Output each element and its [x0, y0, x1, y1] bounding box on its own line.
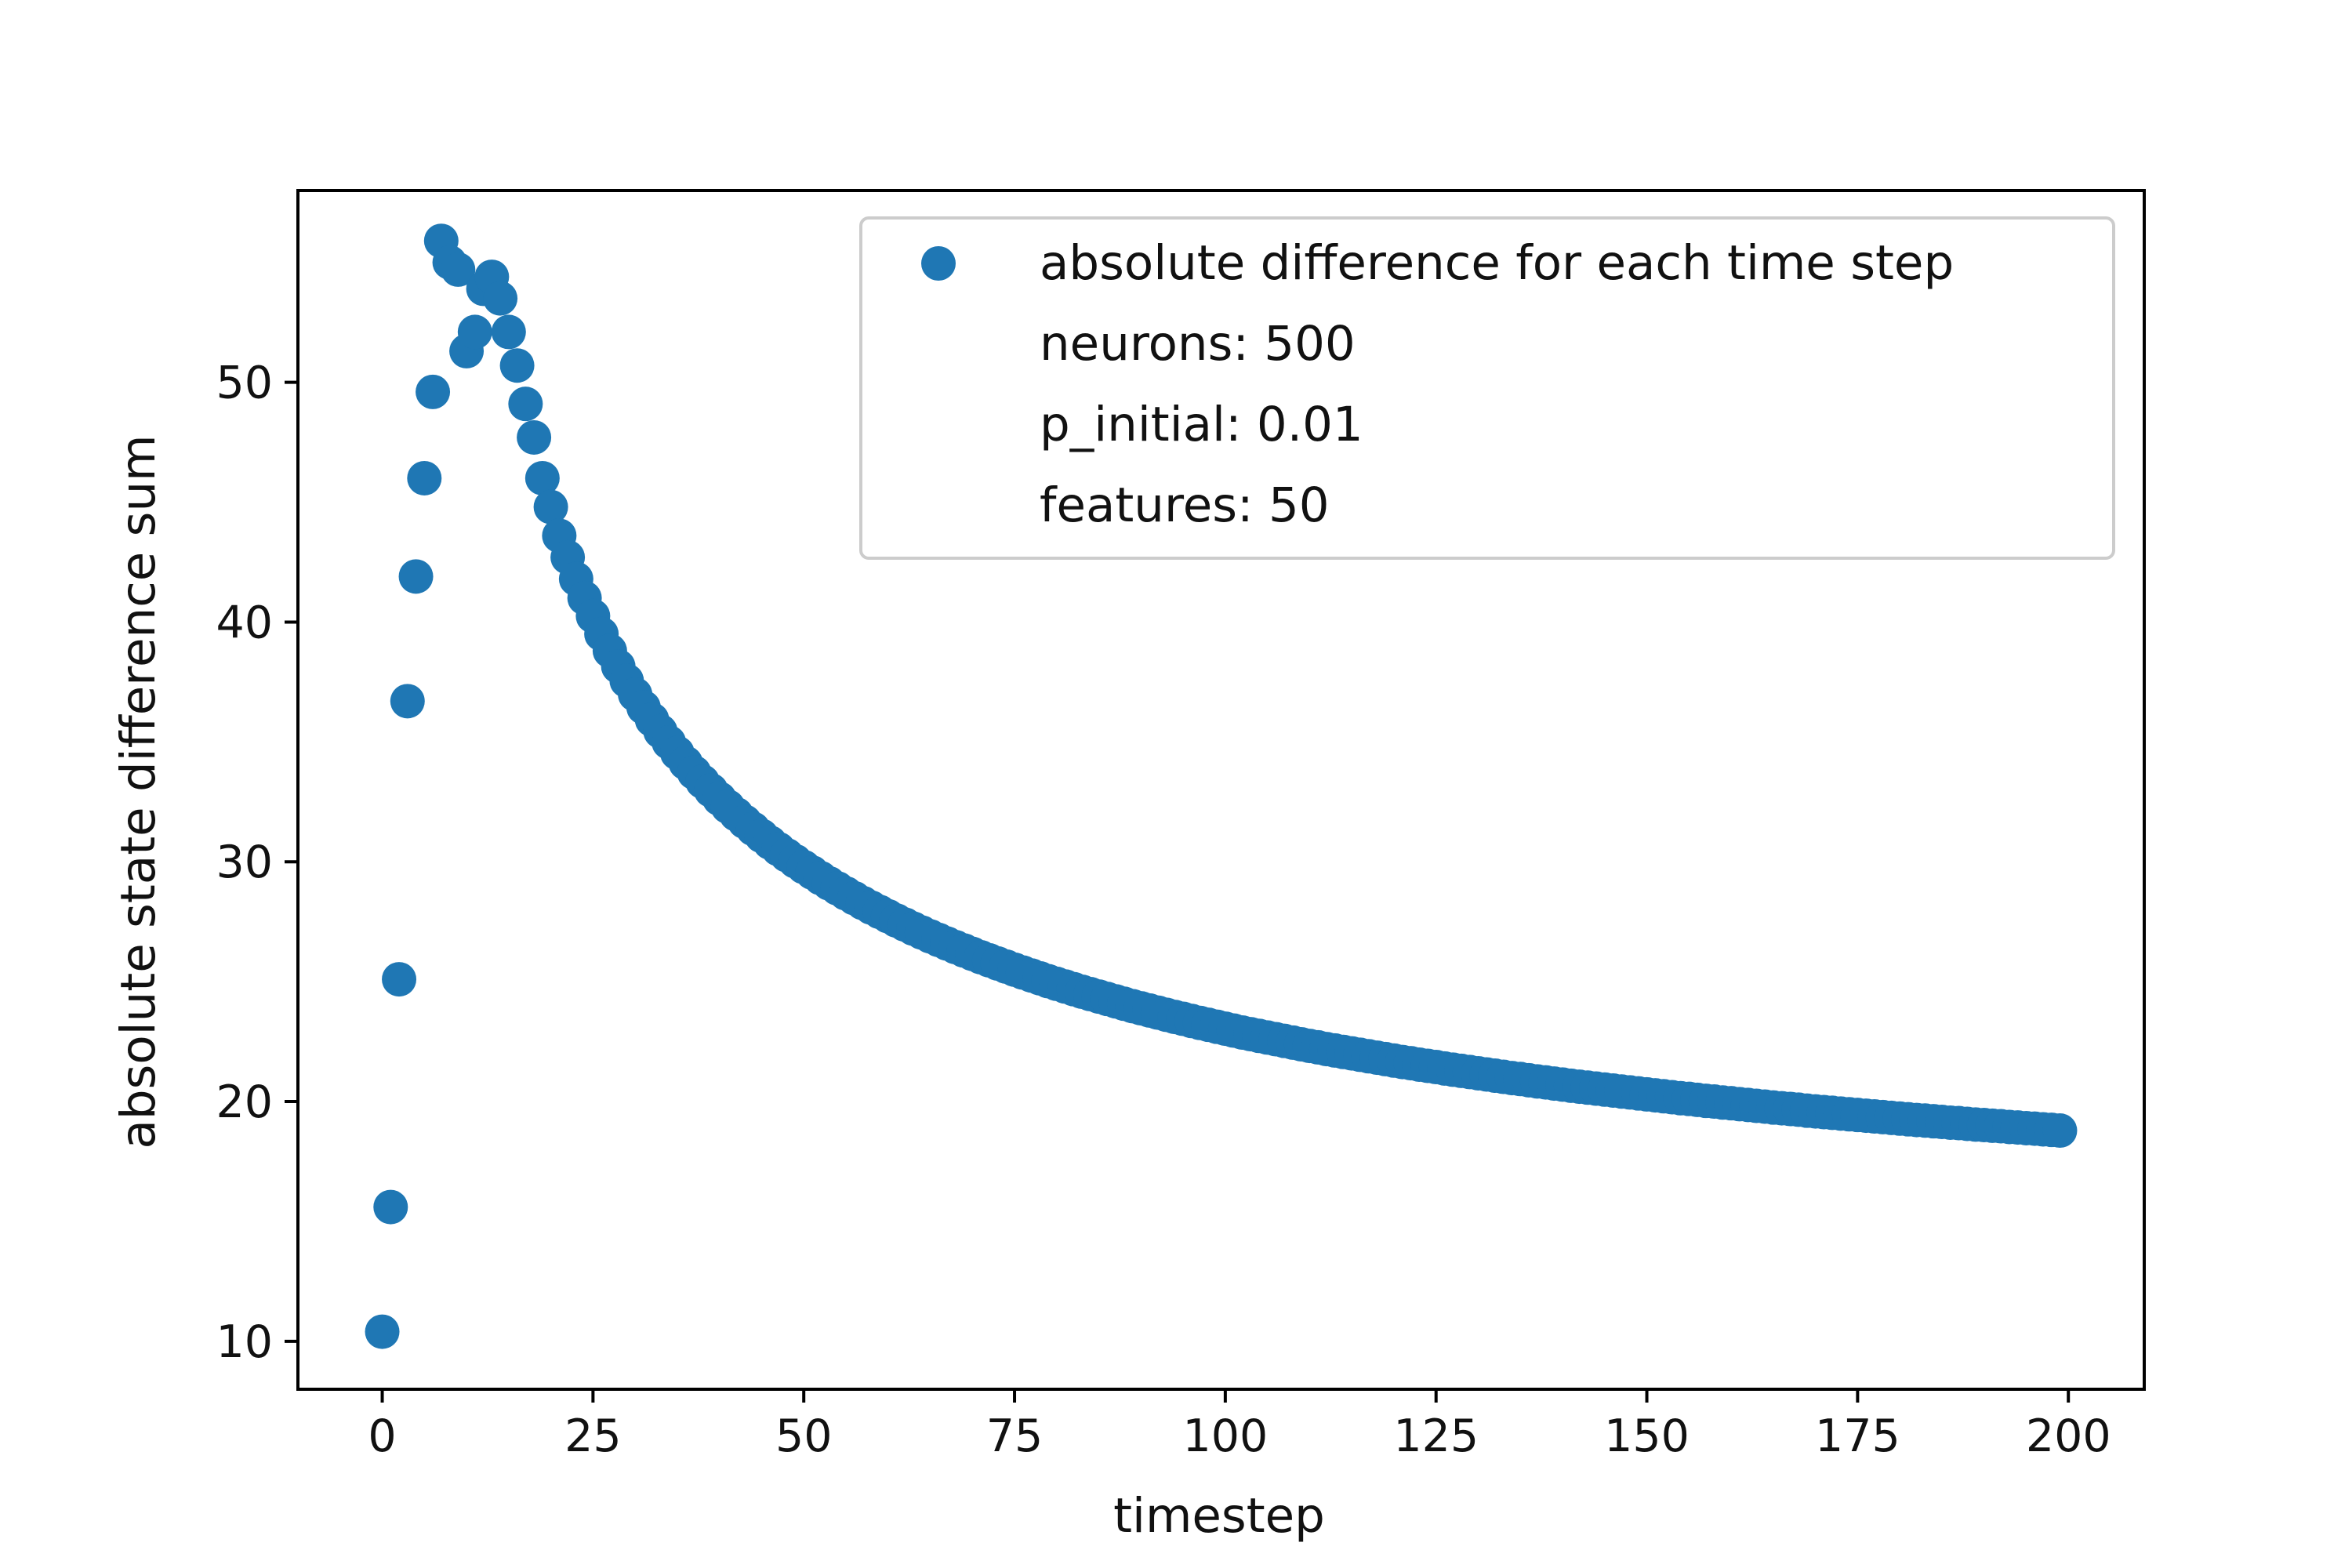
legend-entry-features: features: 50 [1040, 477, 1330, 533]
data-point [483, 281, 518, 316]
data-point [499, 348, 535, 383]
x-axis-label: timestep [1113, 1488, 1325, 1544]
data-point [398, 559, 434, 594]
data-point [524, 460, 560, 495]
data-point [2042, 1113, 2078, 1149]
data-point [382, 962, 417, 997]
y-tick-label: 50 [216, 358, 273, 409]
data-point [390, 684, 425, 719]
scatter-series [365, 223, 2078, 1349]
data-point [373, 1189, 408, 1225]
data-point [533, 489, 568, 524]
legend-box [859, 216, 2115, 560]
x-tick-label: 150 [1604, 1410, 1690, 1462]
legend-marker [921, 246, 956, 281]
x-tick-label: 100 [1182, 1410, 1268, 1462]
y-tick-label: 10 [216, 1316, 273, 1368]
legend-entry-neurons: neurons: 500 [1040, 316, 1356, 372]
y-tick-label: 30 [216, 837, 273, 888]
y-tick-label: 40 [216, 597, 273, 648]
x-axis-ticks: 0 25 50 75 100 125 150 175 200 [368, 1389, 2111, 1462]
legend: absolute difference for each time step n… [859, 216, 2115, 560]
y-axis-label: absolute state difference sum [111, 434, 166, 1149]
y-tick-label: 20 [216, 1076, 273, 1128]
plot-area-frame [296, 189, 2146, 1391]
data-point [517, 419, 552, 455]
data-point [457, 314, 492, 350]
x-tick-label: 175 [1815, 1410, 1900, 1462]
x-tick-label: 125 [1393, 1410, 1479, 1462]
data-point [365, 1314, 400, 1349]
data-point [491, 314, 526, 350]
x-tick-label: 50 [775, 1410, 833, 1462]
data-point [441, 252, 476, 287]
legend-entry-p-initial: p_initial: 0.01 [1040, 397, 1363, 452]
data-point [416, 374, 451, 409]
y-axis-ticks: 10 20 30 40 50 [216, 358, 298, 1368]
x-tick-label: 25 [564, 1410, 622, 1462]
data-point [407, 460, 442, 495]
x-tick-label: 200 [2026, 1410, 2111, 1462]
x-tick-label: 75 [986, 1410, 1044, 1462]
legend-entry-series: absolute difference for each time step [1040, 235, 1954, 291]
x-tick-label: 0 [368, 1410, 396, 1462]
data-point [508, 387, 543, 422]
